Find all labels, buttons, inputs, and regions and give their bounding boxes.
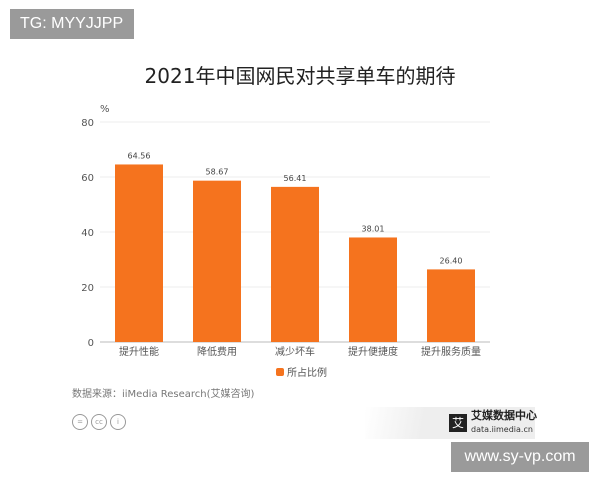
x-tick-label: 减少坏车 xyxy=(275,345,315,358)
bar xyxy=(349,237,397,342)
data-label: 26.40 xyxy=(440,256,463,265)
y-tick-label: 60 xyxy=(81,173,94,184)
iimedia-logo: 艾 艾媒数据中心 data.iimedia.cn xyxy=(365,407,537,439)
bar xyxy=(115,164,163,342)
data-label: 64.56 xyxy=(128,151,151,160)
logo-name: 艾媒数据中心 xyxy=(471,409,537,422)
cc-by-icon: i xyxy=(110,414,126,430)
data-label: 56.41 xyxy=(284,174,307,183)
bar xyxy=(427,269,475,342)
data-label: 58.67 xyxy=(206,168,229,177)
y-tick-label: 20 xyxy=(81,283,94,294)
legend-swatch xyxy=(276,368,284,376)
legend-label: 所占比例 xyxy=(287,366,327,379)
y-tick-label: 0 xyxy=(88,338,94,349)
cc-icon: cc xyxy=(91,414,107,430)
bar xyxy=(271,186,319,342)
x-tick-label: 提升便捷度 xyxy=(348,345,398,358)
logo-mark: 艾 xyxy=(449,414,467,432)
chart-title: 2021年中国网民对共享单车的期待 xyxy=(144,64,456,88)
license-icons: = cc i xyxy=(72,414,126,430)
cc-nd-icon: = xyxy=(72,414,88,430)
watermark: www.sy-vp.com xyxy=(451,442,589,472)
y-tick-label: 80 xyxy=(81,118,94,129)
x-tick-label: 降低费用 xyxy=(197,345,237,358)
data-label: 38.01 xyxy=(362,224,385,233)
x-tick-label: 提升服务质量 xyxy=(421,345,481,358)
tg-overlay-tag: TG: MYYJJPP xyxy=(10,9,134,39)
y-axis-unit: % xyxy=(100,104,110,115)
data-source: 数据来源：iiMedia Research(艾媒咨询) xyxy=(72,389,255,400)
x-tick-label: 提升性能 xyxy=(119,345,159,358)
logo-url: data.iimedia.cn xyxy=(471,425,533,434)
y-tick-label: 40 xyxy=(81,228,94,239)
bar xyxy=(193,180,241,342)
